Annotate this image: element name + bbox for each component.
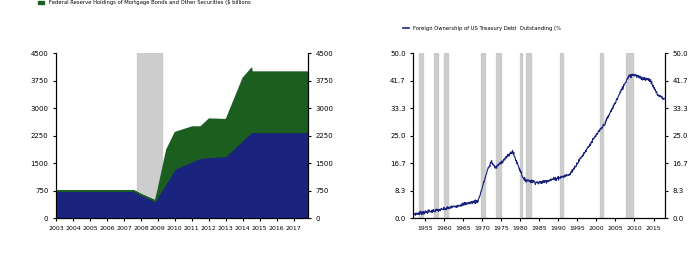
Bar: [419, 53, 423, 218]
Bar: [626, 53, 633, 218]
Bar: [136, 53, 162, 218]
Bar: [526, 53, 531, 218]
Legend: Foreign Ownership of US Treasury Debt  Outstanding (%: Foreign Ownership of US Treasury Debt Ou…: [401, 23, 564, 33]
Bar: [496, 53, 501, 218]
Bar: [434, 53, 438, 218]
Bar: [600, 53, 603, 218]
Bar: [444, 53, 448, 218]
Bar: [560, 53, 563, 218]
Legend: Federal Reserve Holdings of US Treasury Securities ($ billions, Federal Reserve : Federal Reserve Holdings of US Treasury …: [36, 0, 253, 7]
Bar: [520, 53, 522, 218]
Bar: [481, 53, 485, 218]
